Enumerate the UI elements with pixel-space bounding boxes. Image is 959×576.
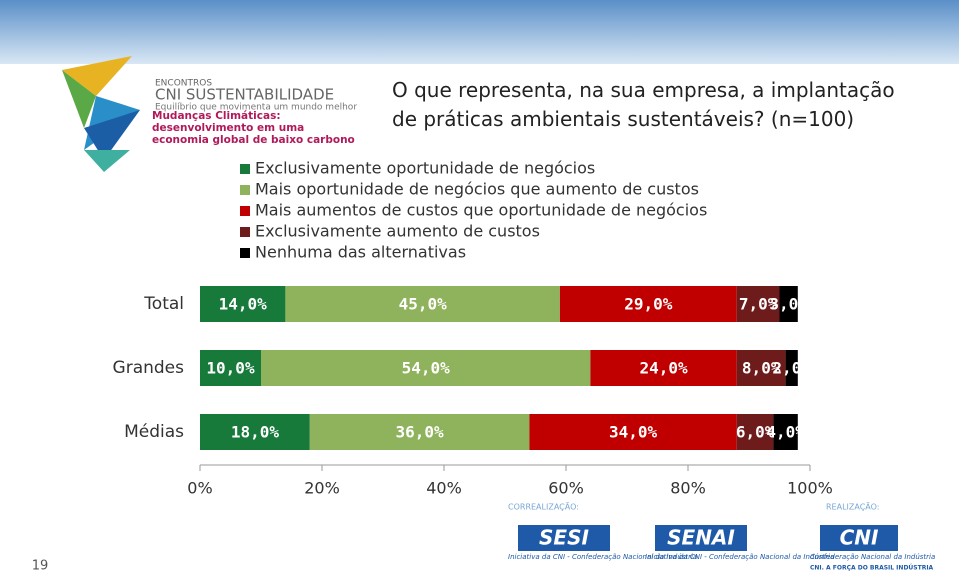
logo-box <box>518 525 610 551</box>
legend-label: Exclusivamente oportunidade de negócios <box>255 159 595 178</box>
legend-label: Mais oportunidade de negócios que aument… <box>255 180 699 199</box>
x-tick-label: 100% <box>787 479 833 498</box>
data-label: 29,0% <box>624 295 673 314</box>
page-number: 19 <box>32 559 49 574</box>
chart-title: O que representa, na sua empresa, a impl… <box>392 78 895 131</box>
bar-segment <box>285 286 560 322</box>
coorganizer: CORREALIZAÇÃO: <box>508 502 579 512</box>
bar-segment <box>200 350 261 386</box>
bar-segment <box>590 350 737 386</box>
data-label: 34,0% <box>609 423 658 442</box>
x-tick-label: 20% <box>304 479 340 498</box>
bar-segment <box>736 286 780 322</box>
x-tick-label: 60% <box>548 479 584 498</box>
banner <box>0 0 959 64</box>
bar-segment <box>785 350 798 386</box>
legend-swatch <box>240 206 250 216</box>
data-label: 6,0% <box>736 423 775 442</box>
x-tick-label: 40% <box>426 479 462 498</box>
bar-segment <box>779 286 798 322</box>
bar-segment <box>529 414 737 450</box>
data-label: 24,0% <box>640 359 689 378</box>
logo-name: SESI <box>539 526 589 550</box>
logo-caption: Iniciativa da CNI - Confederação Naciona… <box>645 553 834 561</box>
legend-label: Exclusivamente aumento de custos <box>255 222 540 241</box>
data-label: 18,0% <box>231 423 280 442</box>
legend-swatch <box>240 248 250 258</box>
logo-name: CNI <box>840 526 879 550</box>
bar-segment <box>736 350 786 386</box>
data-label: 14,0% <box>219 295 268 314</box>
logo-box <box>820 525 898 551</box>
bar-segment <box>200 414 310 450</box>
y-tick-label: Médias <box>124 422 184 442</box>
data-label: 8,0% <box>742 359 781 378</box>
logo-caption: Iniciativa da CNI - Confederação Naciona… <box>508 553 697 561</box>
x-tick-label: 80% <box>670 479 706 498</box>
data-label: 10,0% <box>206 359 255 378</box>
bar-segment <box>309 414 530 450</box>
data-label: 45,0% <box>399 295 448 314</box>
event: ENCONTROS <box>155 79 212 89</box>
logo-slogan: CNI. A FORÇA DO BRASIL INDÚSTRIA <box>810 565 934 572</box>
data-label: 7,0% <box>739 295 778 314</box>
y-tick-label: Grandes <box>113 358 185 378</box>
logo-shape <box>62 56 140 172</box>
data-label: 2,0% <box>772 359 811 378</box>
bar-segment <box>773 414 798 450</box>
logo-name: SENAI <box>667 526 735 550</box>
theme: Mudanças Climáticas: desenvolvimento em … <box>152 110 355 146</box>
y-tick-label: Total <box>143 294 184 314</box>
brand: CNI SUSTENTABILIDADE <box>155 86 334 104</box>
bar-segment <box>559 286 737 322</box>
bar-segment <box>736 414 774 450</box>
data-label: 3,0% <box>769 295 808 314</box>
bar-segment <box>200 286 286 322</box>
legend-swatch <box>240 185 250 195</box>
x-tick-label: 0% <box>187 479 212 498</box>
logo-box <box>655 525 747 551</box>
legend-swatch <box>240 164 250 174</box>
organizer: REALIZAÇÃO: <box>826 502 879 512</box>
legend-swatch <box>240 227 250 237</box>
bar-segment <box>261 350 591 386</box>
data-label: 4,0% <box>766 423 805 442</box>
tagline: Equilíbrio que movimenta um mundo melhor <box>155 103 357 113</box>
data-label: 36,0% <box>396 423 445 442</box>
logo-caption: Confederação Nacional da Indústria <box>810 553 935 561</box>
legend-label: Nenhuma das alternativas <box>255 243 466 262</box>
data-label: 54,0% <box>402 359 451 378</box>
legend-label: Mais aumentos de custos que oportunidade… <box>255 201 707 220</box>
